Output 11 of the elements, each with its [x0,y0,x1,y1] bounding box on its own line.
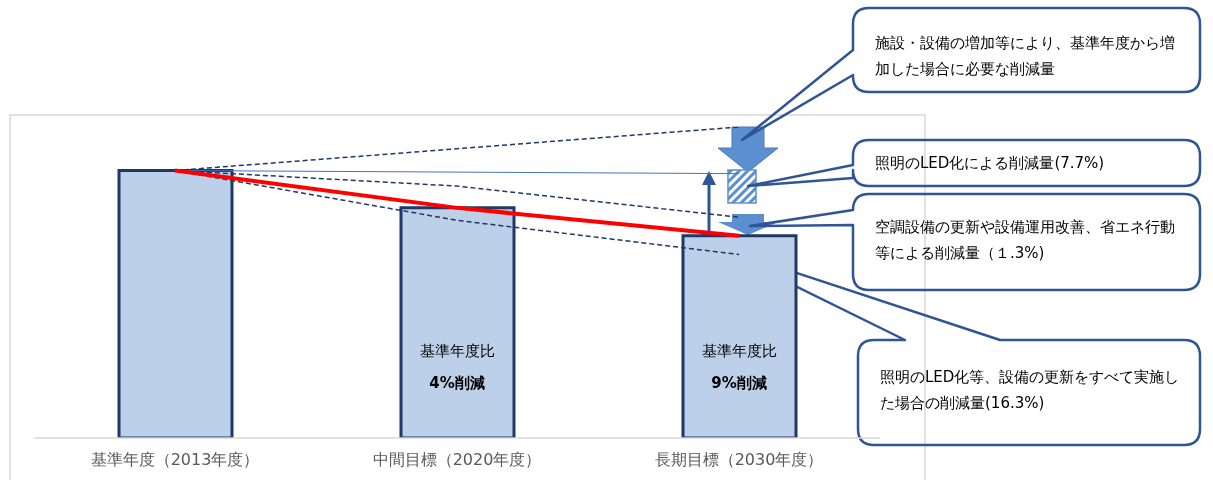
x-tick-label: 長期目標（2030年度） [654,450,824,470]
annotation: 4%削減 [428,374,486,393]
annotation: 基準年度比 [700,342,778,361]
text: 施設・設備の増加等により、基準年度から増加した場合に必要な削減量 [875,34,1175,78]
annotation: 照明のLED化等、設備の更新をすべて実施した場合の削減量(16.3%) [880,368,1180,412]
annotation: 基準年度比 [418,342,496,361]
annotation: 9%削減 [710,374,768,393]
annotation: 空調設備の更新や設備運用改善、省エネ行動等による削減量（１.3%) [875,218,1175,262]
x-tick-label: 中間目標（2020年度） [372,450,542,470]
annotation: 照明のLED化による削減量(7.7%) [875,154,1105,172]
x-tick-label: 基準年度（2013年度） [90,450,260,470]
